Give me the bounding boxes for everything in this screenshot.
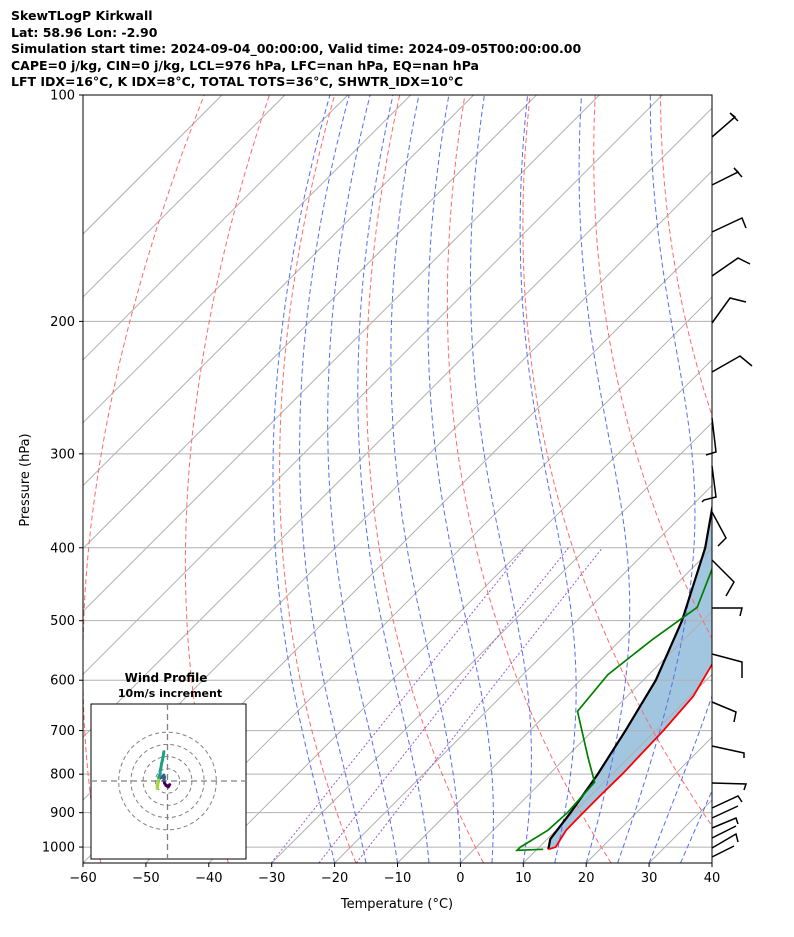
- dry-adiabat: [726, 95, 794, 863]
- isotherm--140: [83, 95, 349, 361]
- x-tick-label: −10: [384, 871, 411, 886]
- isotherm--110: [83, 95, 537, 550]
- isotherm--50: [145, 296, 712, 863]
- wind-barb: [712, 607, 743, 617]
- y-tick-label: 400: [50, 541, 75, 556]
- wind-barb: [711, 559, 735, 597]
- hodograph-subtitle: 10m/s increment: [118, 687, 222, 700]
- moist-adiabat: [327, 95, 398, 863]
- y-tick-label: 300: [50, 447, 75, 462]
- wind-barb: [711, 216, 747, 233]
- indices-line-2: LFT IDX=16°C, K IDX=8°C, TOTAL TOTS=36°C…: [11, 74, 464, 89]
- chart-title-block: SkewTLogP Kirkwall Lat: 58.96 Lon: -2.90…: [11, 8, 581, 91]
- isotherm--10: [397, 547, 712, 863]
- moist-adiabat: [578, 95, 631, 863]
- y-tick-label: 900: [50, 806, 75, 821]
- wind-barb: [711, 816, 739, 829]
- moist-adiabat: [390, 95, 461, 863]
- x-tick-label: 10: [515, 871, 532, 886]
- mixing-ratio-line: [270, 547, 526, 863]
- y-tick-label: 600: [50, 674, 75, 689]
- wind-barb: [711, 782, 748, 791]
- isotherm--100: [83, 95, 600, 613]
- dry-adiabat: [522, 95, 712, 827]
- wind-barb: [711, 845, 735, 858]
- isotherm--160: [83, 95, 223, 235]
- dry-adiabat: [184, 95, 270, 863]
- dry-adiabat: [279, 95, 357, 863]
- time-line: Simulation start time: 2024-09-04_00:00:…: [11, 41, 582, 56]
- wind-barb: [711, 825, 737, 839]
- wind-barb: [711, 745, 745, 758]
- isotherm--30: [271, 421, 712, 863]
- hodograph-segment: [155, 775, 161, 790]
- isotherm--120: [83, 95, 474, 487]
- isotherm--150: [83, 95, 286, 298]
- wind-barb: [711, 112, 739, 138]
- wind-barb: [711, 653, 743, 678]
- dry-adiabat: [446, 95, 612, 863]
- isotherm-40: [711, 862, 712, 863]
- isotherm-10: [522, 673, 712, 863]
- y-tick-label: 100: [50, 89, 75, 104]
- wind-barb: [701, 465, 717, 503]
- y-tick-label: 800: [50, 768, 75, 783]
- moist-adiabat: [272, 95, 336, 863]
- moist-adiabat: [519, 95, 577, 863]
- y-tick-label: 200: [50, 315, 75, 330]
- dewpoint-line: [514, 566, 712, 852]
- isotherm--20: [334, 484, 712, 863]
- wind-barb: [711, 355, 753, 373]
- wind-barb: [711, 795, 743, 809]
- x-tick-label: 20: [578, 871, 595, 886]
- mixing-ratio-line: [355, 547, 603, 863]
- wind-barb: [711, 805, 739, 819]
- wind-barb: [711, 511, 727, 547]
- hodograph-segment: [161, 750, 166, 759]
- temperature-line: [548, 662, 712, 851]
- wind-barb: [711, 167, 743, 186]
- hodograph-title: Wind Profile: [125, 671, 208, 685]
- y-tick-label: 700: [50, 724, 75, 739]
- x-axis-label: Temperature (°C): [340, 897, 453, 912]
- moist-adiabat: [680, 789, 712, 863]
- x-tick-label: 0: [456, 871, 464, 886]
- x-tick-label: −20: [321, 871, 348, 886]
- wind-barb: [705, 417, 717, 456]
- isotherm--90: [83, 95, 663, 676]
- x-tick-label: −40: [195, 871, 222, 886]
- location-line: Lat: 58.96 Lon: -2.90: [11, 24, 158, 40]
- moist-adiabat: [299, 95, 367, 863]
- moist-adiabat: [470, 95, 532, 863]
- chart-title: SkewTLogP Kirkwall: [11, 8, 153, 23]
- x-tick-label: 40: [704, 871, 721, 886]
- isotherm-0: [460, 610, 712, 863]
- x-tick-label: −60: [69, 871, 96, 886]
- moist-adiabat: [357, 95, 430, 863]
- dry-adiabat: [365, 95, 485, 863]
- wind-barb: [711, 297, 747, 324]
- isotherm--40: [208, 359, 712, 863]
- y-axis-label: Pressure (hPa): [18, 433, 33, 526]
- x-tick-label: 30: [641, 871, 658, 886]
- x-tick-label: −50: [132, 871, 159, 886]
- parcel-profile-line: [547, 502, 712, 850]
- y-tick-label: 500: [50, 614, 75, 629]
- moist-adiabat: [711, 861, 712, 863]
- mixing-ratio-line: [318, 547, 569, 863]
- wind-barb: [711, 257, 751, 277]
- x-tick-label: −30: [258, 871, 285, 886]
- indices-line-1: CAPE=0 j/kg, CIN=0 j/kg, LCL=976 hPa, LF…: [11, 57, 479, 73]
- wind-barb: [711, 701, 737, 723]
- moist-adiabat: [617, 95, 696, 863]
- isotherm--130: [83, 95, 412, 424]
- dry-adiabat: [593, 95, 712, 640]
- dry-adiabat: [659, 95, 712, 418]
- moist-adiabat: [648, 694, 712, 863]
- y-tick-label: 1000: [42, 841, 75, 856]
- wind-barb: [711, 832, 739, 849]
- cin-shading: [548, 509, 712, 850]
